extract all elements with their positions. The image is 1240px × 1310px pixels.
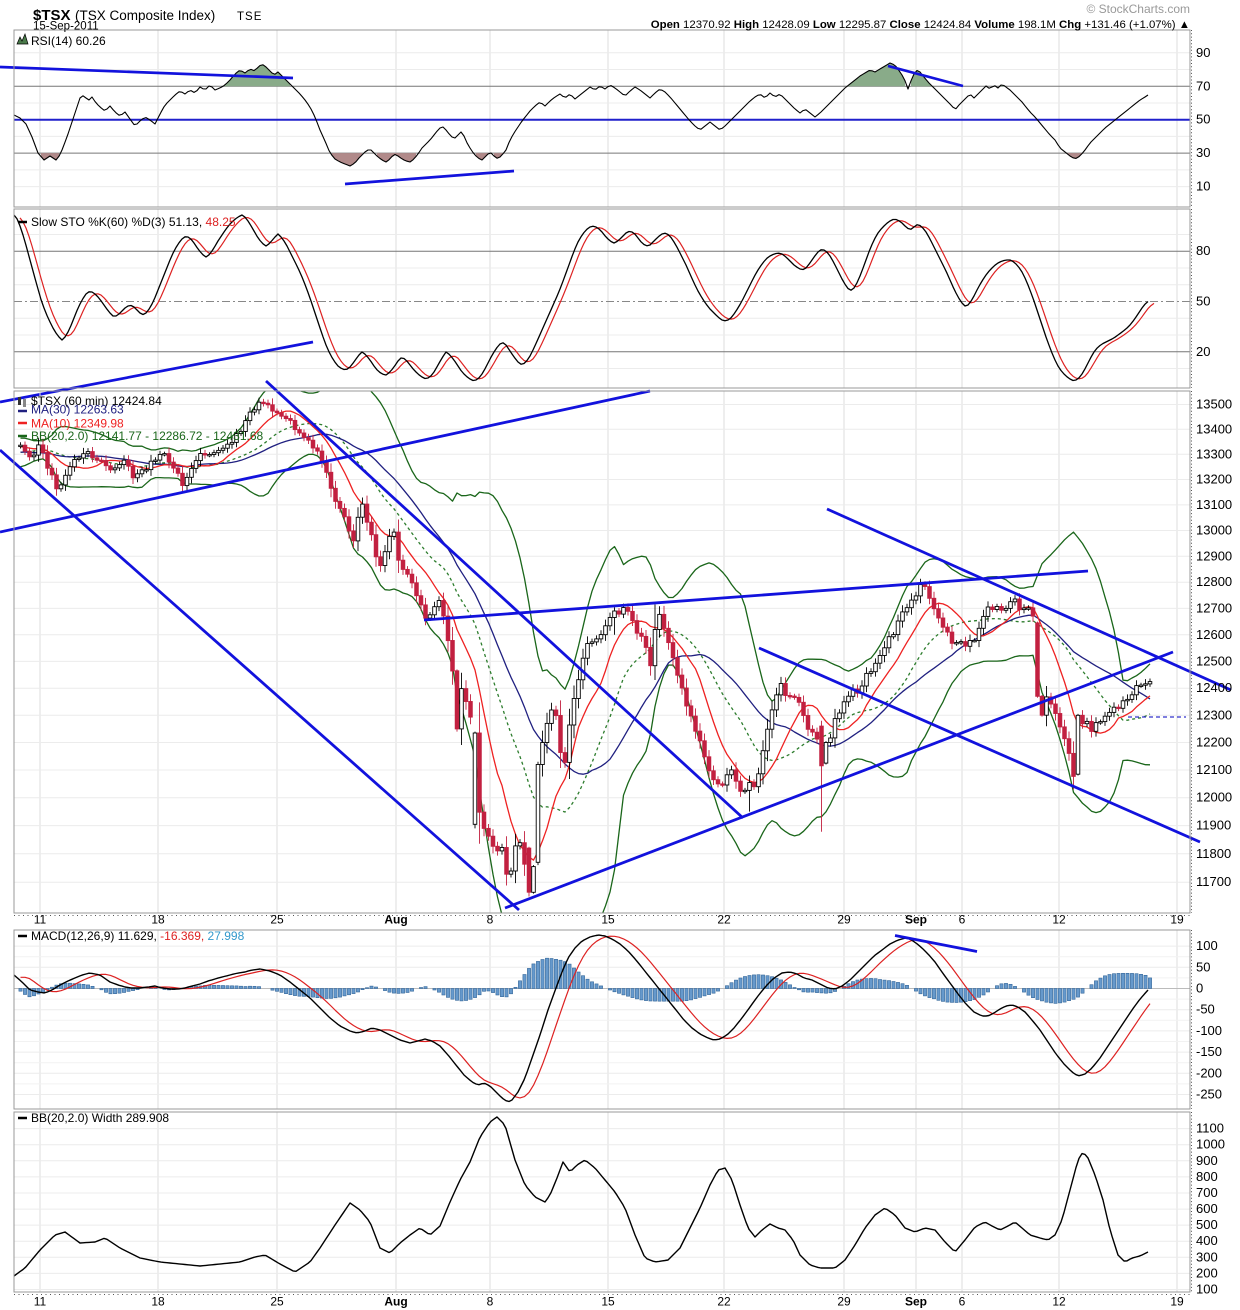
svg-text:BB(20,2.0) 12141.77 - 12286.72: BB(20,2.0) 12141.77 - 12286.72 - 12431.6… xyxy=(31,429,264,443)
svg-text:15-Sep-2011: 15-Sep-2011 xyxy=(33,21,99,33)
svg-text:6: 6 xyxy=(959,913,966,927)
svg-text:MACD(12,26,9) 11.629, -16.369,: MACD(12,26,9) 11.629, -16.369, 27.998 xyxy=(31,929,245,943)
svg-text:TSE: TSE xyxy=(237,11,262,23)
svg-text:Aug: Aug xyxy=(384,1295,407,1309)
svg-text:Open 12370.92 High 12428.09 Lo: Open 12370.92 High 12428.09 Low 12295.87… xyxy=(651,19,1190,31)
svg-text:18: 18 xyxy=(151,1295,165,1309)
svg-text:12400: 12400 xyxy=(1196,680,1232,695)
svg-text:11800: 11800 xyxy=(1196,846,1231,861)
svg-text:70: 70 xyxy=(1196,78,1210,93)
svg-text:MA(10) 12349.98: MA(10) 12349.98 xyxy=(31,417,124,431)
svg-text:Slow STO %K(60) %D(3) 51.13, 4: Slow STO %K(60) %D(3) 51.13, 48.25 xyxy=(31,215,236,229)
svg-text:29: 29 xyxy=(837,1295,851,1309)
svg-text:-100: -100 xyxy=(1196,1023,1222,1038)
svg-text:1000: 1000 xyxy=(1196,1137,1225,1152)
svg-text:12000: 12000 xyxy=(1196,790,1232,805)
svg-text:19: 19 xyxy=(1170,913,1184,927)
svg-text:12700: 12700 xyxy=(1196,600,1232,615)
svg-text:11: 11 xyxy=(34,1295,47,1309)
svg-text:700: 700 xyxy=(1196,1185,1218,1200)
svg-text:22: 22 xyxy=(717,1295,731,1309)
svg-text:12200: 12200 xyxy=(1196,735,1232,750)
svg-text:18: 18 xyxy=(151,913,165,927)
svg-text:$TSX (60 min) 12424.84: $TSX (60 min) 12424.84 xyxy=(31,394,162,408)
svg-text:50: 50 xyxy=(1196,112,1210,127)
svg-text:-250: -250 xyxy=(1196,1087,1222,1102)
svg-text:© StockCharts.com: © StockCharts.com xyxy=(1086,2,1190,16)
svg-text:19: 19 xyxy=(1170,1295,1184,1309)
svg-text:100: 100 xyxy=(1196,938,1218,953)
svg-text:1100: 1100 xyxy=(1196,1121,1224,1136)
svg-text:20: 20 xyxy=(1196,344,1210,359)
svg-text:11700: 11700 xyxy=(1196,874,1231,889)
svg-text:12800: 12800 xyxy=(1196,574,1232,589)
svg-text:12: 12 xyxy=(1052,913,1066,927)
svg-text:13400: 13400 xyxy=(1196,421,1232,436)
svg-text:500: 500 xyxy=(1196,1217,1218,1232)
svg-text:8: 8 xyxy=(487,913,494,927)
svg-text:Aug: Aug xyxy=(384,913,407,927)
svg-text:12900: 12900 xyxy=(1196,548,1232,563)
svg-text:MA(30) 12263.63: MA(30) 12263.63 xyxy=(31,403,124,417)
svg-text:(TSX Composite Index): (TSX Composite Index) xyxy=(75,8,215,23)
svg-text:100: 100 xyxy=(1196,1282,1218,1297)
svg-text:80: 80 xyxy=(1196,243,1210,258)
svg-text:50: 50 xyxy=(1196,294,1210,309)
svg-text:$TSX: $TSX xyxy=(33,7,71,24)
svg-text:0: 0 xyxy=(1196,981,1203,996)
svg-text:-200: -200 xyxy=(1196,1065,1222,1080)
svg-text:BB(20,2.0) Width 289.908: BB(20,2.0) Width 289.908 xyxy=(31,1111,169,1125)
svg-text:200: 200 xyxy=(1196,1265,1218,1280)
svg-text:50: 50 xyxy=(1196,959,1210,974)
svg-text:29: 29 xyxy=(837,913,851,927)
svg-text:30: 30 xyxy=(1196,145,1210,160)
svg-text:13100: 13100 xyxy=(1196,497,1232,512)
svg-text:300: 300 xyxy=(1196,1249,1218,1264)
svg-text:Sep: Sep xyxy=(905,913,927,927)
svg-text:15: 15 xyxy=(601,1295,615,1309)
svg-text:90: 90 xyxy=(1196,45,1210,60)
svg-text:-50: -50 xyxy=(1196,1002,1215,1017)
svg-text:12600: 12600 xyxy=(1196,627,1232,642)
svg-text:12500: 12500 xyxy=(1196,653,1232,668)
svg-text:8: 8 xyxy=(487,1295,494,1309)
svg-text:RSI(14) 60.26: RSI(14) 60.26 xyxy=(31,34,106,48)
svg-text:800: 800 xyxy=(1196,1169,1218,1184)
svg-text:-150: -150 xyxy=(1196,1044,1222,1059)
svg-text:12: 12 xyxy=(1052,1295,1066,1309)
svg-text:12300: 12300 xyxy=(1196,707,1232,722)
svg-text:12100: 12100 xyxy=(1196,762,1232,777)
svg-text:13200: 13200 xyxy=(1196,472,1232,487)
svg-text:25: 25 xyxy=(270,1295,284,1309)
svg-text:15: 15 xyxy=(601,913,615,927)
svg-text:6: 6 xyxy=(959,1295,966,1309)
svg-text:13500: 13500 xyxy=(1196,397,1232,412)
svg-text:11: 11 xyxy=(34,913,47,927)
svg-text:11900: 11900 xyxy=(1196,818,1231,833)
svg-text:13000: 13000 xyxy=(1196,523,1232,538)
svg-text:10: 10 xyxy=(1196,179,1210,194)
svg-text:400: 400 xyxy=(1196,1233,1218,1248)
svg-text:900: 900 xyxy=(1196,1153,1218,1168)
svg-text:22: 22 xyxy=(717,913,731,927)
svg-text:600: 600 xyxy=(1196,1201,1218,1216)
svg-text:Sep: Sep xyxy=(905,1295,927,1309)
svg-text:25: 25 xyxy=(270,913,284,927)
svg-text:13300: 13300 xyxy=(1196,446,1232,461)
